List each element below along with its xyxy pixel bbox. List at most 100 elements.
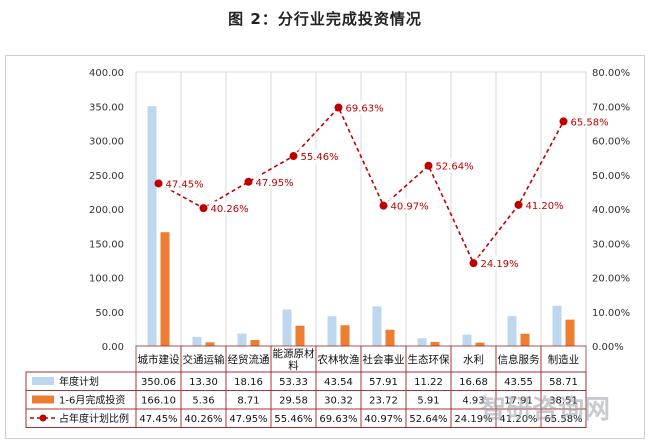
table-value-label: 52.64% <box>409 414 447 425</box>
y-left-tick-label: 100.00 <box>89 274 124 285</box>
line-label-bg <box>298 149 341 164</box>
y-left-tick-label: 400.00 <box>89 68 124 79</box>
legend-swatch <box>32 395 54 404</box>
x-tick-label: 城市建设 <box>138 353 180 366</box>
y-left-tick-label: 300.00 <box>89 137 124 148</box>
table-value-label: 55.46% <box>274 414 312 425</box>
line-point-plan-ratio <box>469 259 478 268</box>
x-tick-label: 信息服务 <box>498 353 540 366</box>
bar-annual-plan <box>372 306 382 346</box>
table-value-label: 5.91 <box>417 396 439 407</box>
y-right-tick-label: 50.00% <box>592 171 630 182</box>
table-value-label: 11.22 <box>414 377 443 388</box>
table-value-label: 23.72 <box>369 396 398 407</box>
y-left-tick-label: 250.00 <box>89 171 124 182</box>
x-tick-label: 制造业 <box>548 353 580 366</box>
x-tick-label: 交通运输 <box>183 353 225 366</box>
table-value-label: 47.95% <box>229 414 267 425</box>
y-right-tick-label: 10.00% <box>592 308 630 319</box>
line-point-plan-ratio <box>244 177 253 186</box>
table-value-label: 24.19% <box>454 414 492 425</box>
y-left-tick-label: 350.00 <box>89 102 124 113</box>
bar-h1-completed <box>475 342 485 346</box>
line-label-bg <box>523 197 566 212</box>
bar-h1-completed <box>565 319 575 346</box>
line-data-label: 24.19% <box>481 259 519 270</box>
line-point-plan-ratio <box>424 161 433 170</box>
legend-swatch <box>32 377 54 385</box>
line-data-label: 41.20% <box>526 201 564 212</box>
table-border <box>25 371 587 428</box>
line-data-label: 65.58% <box>571 117 609 128</box>
table-value-label: 13.30 <box>189 377 218 388</box>
bar-annual-plan <box>462 334 472 346</box>
line-label-bg <box>433 158 476 173</box>
x-tick-label-line1: 能源原材 <box>273 347 315 360</box>
line-data-label: 52.64% <box>436 162 474 173</box>
x-tick-label: 水利 <box>463 354 484 366</box>
bar-annual-plan <box>327 316 337 346</box>
line-plan-ratio <box>158 106 565 265</box>
bar-h1-completed <box>160 232 170 346</box>
bar-h1-completed <box>340 325 350 346</box>
table-value-label: 16.68 <box>459 377 488 388</box>
bar-h1-completed <box>385 329 395 346</box>
x-tick-label-line2: 料 <box>288 359 299 372</box>
y-right-tick-label: 40.00% <box>592 205 630 216</box>
x-tick-label: 社会事业 <box>363 353 405 366</box>
bar-h1-completed <box>295 325 305 346</box>
bar-annual-plan <box>417 338 427 346</box>
y-left-tick-label: 50.00 <box>95 308 124 319</box>
bar-annual-plan <box>507 316 517 346</box>
bar-annual-plan <box>282 309 292 346</box>
table-value-label: 38.51 <box>549 396 578 407</box>
table-value-label: 53.33 <box>279 377 308 388</box>
table-value-label: 18.16 <box>234 377 263 388</box>
line-label-bg <box>343 100 386 115</box>
line-point-plan-ratio <box>559 117 568 126</box>
line-label-bg <box>478 256 521 271</box>
table-value-label: 30.32 <box>324 396 353 407</box>
table-value-label: 40.97% <box>364 414 402 425</box>
line-point-plan-ratio <box>334 103 343 112</box>
table-value-label: 350.06 <box>141 377 176 388</box>
table-value-label: 43.55 <box>504 377 533 388</box>
line-data-label: 40.26% <box>211 204 249 215</box>
table-value-label: 43.54 <box>324 377 353 388</box>
line-data-label: 47.95% <box>256 178 294 189</box>
chart-frame <box>5 55 645 439</box>
table-value-label: 4.93 <box>462 396 484 407</box>
line-label-bg <box>388 198 431 213</box>
table-value-label: 41.20% <box>499 414 537 425</box>
line-data-label: 47.45% <box>166 179 204 190</box>
y-left-tick-label: 200.00 <box>89 205 124 216</box>
y-right-tick-label: 60.00% <box>592 137 630 148</box>
bar-annual-plan <box>192 336 202 346</box>
line-data-label: 69.63% <box>346 104 384 115</box>
y-right-tick-label: 0.00% <box>592 342 624 353</box>
legend-marker <box>39 414 47 422</box>
table-value-label: 57.91 <box>369 377 398 388</box>
x-tick-label: 生态环保 <box>408 353 450 366</box>
line-label-bg <box>163 176 206 191</box>
y-right-tick-label: 80.00% <box>592 68 630 79</box>
line-point-plan-ratio <box>199 204 208 213</box>
legend-label: 1-6月完成投资 <box>59 394 125 407</box>
bar-h1-completed <box>250 340 260 346</box>
table-value-label: 47.45% <box>139 414 177 425</box>
bar-h1-completed <box>520 333 530 346</box>
table-value-label: 17.91 <box>504 396 533 407</box>
bar-h1-completed <box>430 341 440 346</box>
bar-annual-plan <box>552 305 562 346</box>
table-value-label: 8.71 <box>237 396 259 407</box>
line-point-plan-ratio <box>289 152 298 161</box>
line-data-label: 40.97% <box>391 202 429 213</box>
legend-label: 年度计划 <box>59 375 99 388</box>
table-value-label: 58.71 <box>549 377 578 388</box>
line-data-label: 55.46% <box>301 152 339 163</box>
y-right-tick-label: 20.00% <box>592 274 630 285</box>
line-label-bg <box>208 201 251 216</box>
table-value-label: 40.26% <box>184 414 222 425</box>
table-value-label: 69.63% <box>319 414 357 425</box>
y-right-tick-label: 70.00% <box>592 102 630 113</box>
